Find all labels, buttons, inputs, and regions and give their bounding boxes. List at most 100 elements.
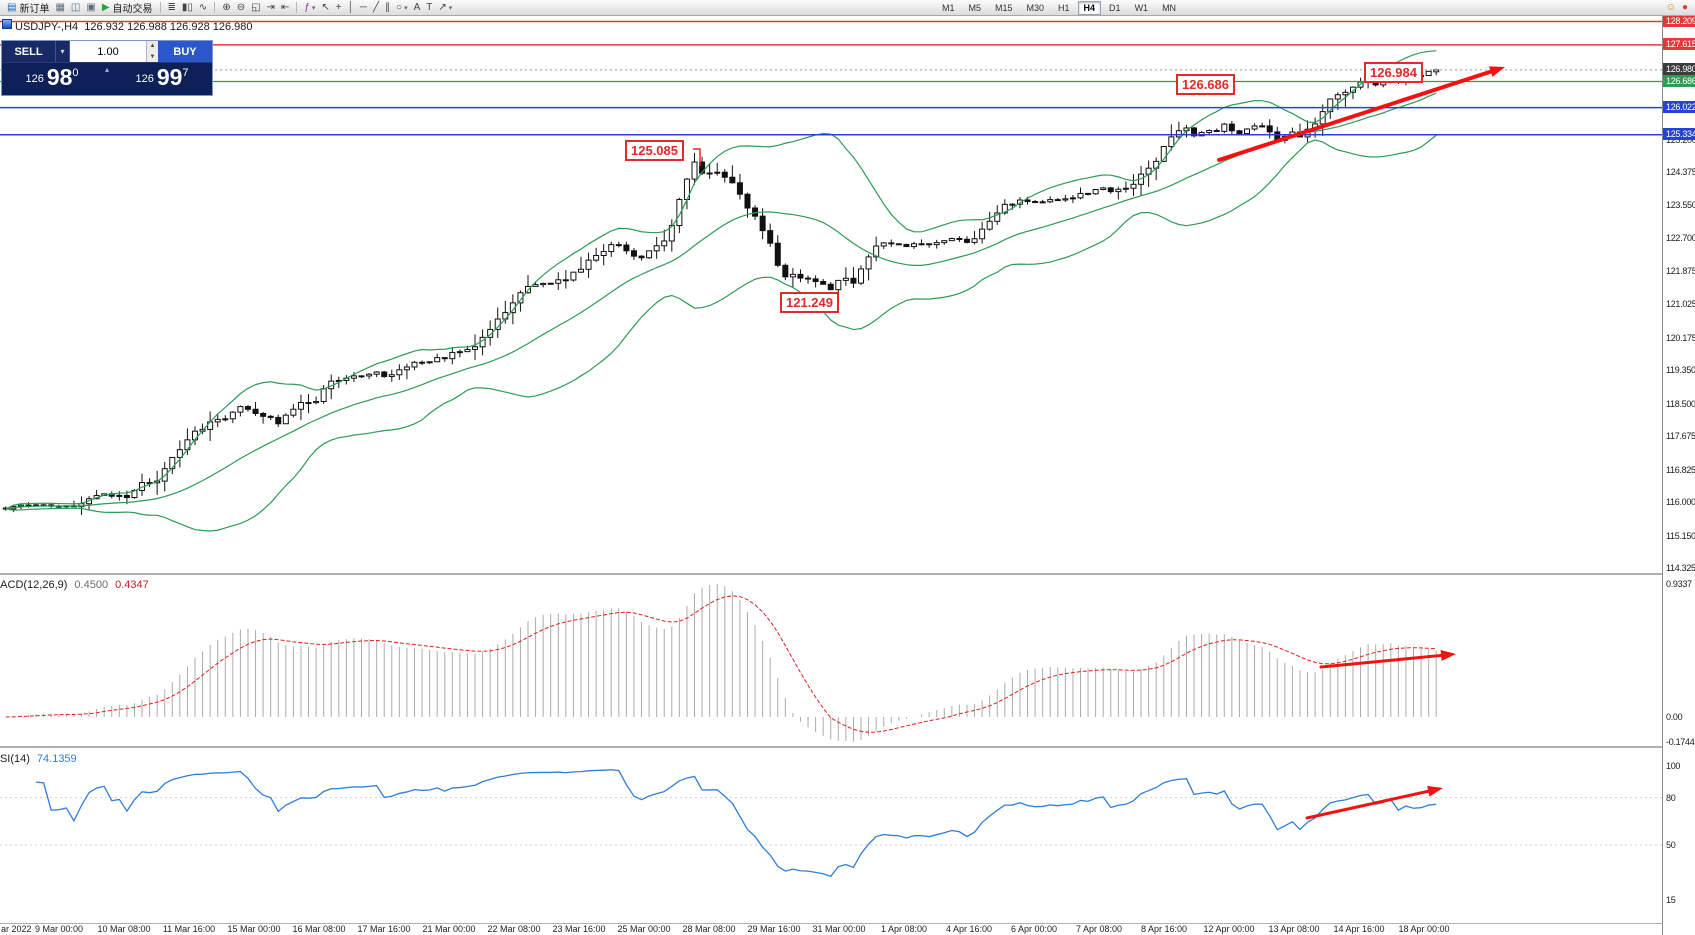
timeframe-mn-button[interactable]: MN	[1162, 2, 1177, 13]
auto-trading-label: 自动交易	[112, 4, 153, 15]
price-scale-highlight-label: 126.022	[1663, 101, 1695, 114]
arrows-tool-dropdown-icon[interactable]: ▾	[448, 4, 453, 12]
new-order-button[interactable]: ▤ 新订单	[4, 1, 52, 16]
sell-price-display[interactable]: 126 98 0	[2, 64, 102, 91]
timeframe-w1-button[interactable]: W1	[1134, 2, 1149, 13]
price-scale-tick: 121.025	[1666, 299, 1695, 310]
price-scale-tick: 80	[1666, 792, 1676, 803]
trendline-button[interactable]: ╱	[370, 1, 382, 15]
toolbar-group-timeframes: M1 M5 M15 M30 H1 H4 D1 W1 MN	[935, 0, 1183, 16]
text-label-button[interactable]: T	[423, 1, 435, 15]
rsi-panel-canvas[interactable]	[0, 749, 1662, 923]
price-scale-tick: 119.350	[1666, 365, 1695, 376]
tile-windows-button[interactable]: ◱	[248, 1, 263, 15]
volume-field[interactable]: 1.00 ▲ ▼	[70, 41, 158, 62]
buy-price-display[interactable]: 126 99 7	[112, 66, 212, 91]
time-axis[interactable]: ar 2022 9 Mar 00:00 10 Mar 08:00 11 Mar 16:…	[0, 924, 1662, 935]
time-axis-label: 14 Apr 16:00	[1333, 924, 1385, 934]
time-axis-label: 9 Mar 00:00	[34, 924, 84, 934]
time-axis-label: 28 Mar 08:00	[682, 924, 736, 934]
volume-up-button[interactable]: ▲	[147, 41, 158, 52]
macd-panel-canvas[interactable]	[0, 576, 1662, 747]
buy-button[interactable]: BUY	[158, 41, 212, 62]
price-annotation[interactable]: 121.249	[780, 292, 839, 313]
chart-shift-button[interactable]: ⇤	[278, 1, 292, 15]
auto-trading-button[interactable]: ▶ 自动交易	[99, 1, 156, 16]
timeframe-d1-button[interactable]: D1	[1109, 2, 1121, 13]
auto-trading-icon: ▶	[101, 1, 110, 13]
panel-separator[interactable]	[0, 573, 1695, 575]
notifications-button[interactable]: ●	[1679, 1, 1691, 15]
channel-button[interactable]: ∥	[382, 1, 393, 15]
price-scale-tick: 50	[1666, 840, 1676, 850]
terminal-button[interactable]: ▣	[83, 1, 98, 15]
sell-price-big: 98	[46, 64, 73, 90]
price-scale-tick: 124.375	[1666, 167, 1695, 178]
cursor-button[interactable]: ↖	[318, 1, 332, 15]
line-chart-mode-button[interactable]: ∿	[196, 1, 210, 15]
zoom-out-button[interactable]: ⊖	[234, 1, 248, 15]
toolbar-separator	[214, 2, 216, 13]
shapes-dropdown-icon[interactable]: ▾	[404, 4, 408, 12]
chart-window-icon[interactable]	[2, 19, 12, 29]
time-axis-label: 31 Mar 00:00	[812, 924, 866, 934]
channel-icon: ∥	[385, 1, 391, 13]
charts-grid-button[interactable]: ▦	[52, 1, 67, 15]
trend-arrow	[1217, 66, 1505, 162]
order-options-dropdown[interactable]: ▾	[56, 41, 70, 62]
sell-button[interactable]: SELL	[2, 41, 56, 62]
toolbar-separator	[159, 2, 161, 13]
timeframe-m5-button[interactable]: M5	[968, 2, 981, 13]
text-button[interactable]: A	[411, 1, 424, 15]
macd-main-value: 0.4500	[74, 579, 109, 591]
community-button[interactable]: ☺	[1663, 1, 1679, 15]
timeframe-m15-button[interactable]: M15	[994, 2, 1013, 13]
timeframe-h4-button[interactable]: H4	[1077, 0, 1102, 15]
indicators-button[interactable]: ƒ ▾	[301, 1, 318, 15]
price-annotation[interactable]: 126.686	[1176, 74, 1235, 95]
arrows-tool-button[interactable]: ↗ ▾	[435, 1, 455, 15]
sell-price-prefix: 126	[25, 73, 44, 85]
macd-indicator-label: MACD(12,26,9) 0.4500 0.4347	[0, 579, 149, 591]
shapes-button[interactable]: ○ ▾	[393, 1, 411, 15]
price-annotation[interactable]: 126.984	[1364, 62, 1423, 83]
candlestick-mode-button[interactable]: ▮▯	[179, 1, 196, 15]
time-axis-label: 1 Apr 08:00	[880, 924, 928, 934]
time-axis-label: 17 Mar 16:00	[357, 924, 411, 934]
shapes-icon: ○	[396, 1, 403, 13]
zoom-out-icon: ⊖	[236, 1, 246, 13]
time-axis-label: 13 Apr 08:00	[1268, 924, 1320, 934]
auto-scroll-button[interactable]: ⇥	[264, 1, 278, 15]
sell-price-sup: 0	[72, 67, 79, 79]
volume-value[interactable]: 1.00	[97, 45, 119, 58]
price-annotation[interactable]: 125.085	[625, 140, 684, 161]
crosshair-button[interactable]: +	[333, 1, 345, 15]
panel-separator[interactable]	[0, 746, 1695, 748]
community-icon: ☺	[1665, 1, 1676, 13]
vertical-line-button[interactable]: │	[345, 1, 357, 15]
profile-icon: ◫	[70, 1, 81, 13]
rsi-name: RSI(14)	[0, 753, 30, 765]
time-axis-label: 8 Apr 16:00	[1140, 924, 1188, 934]
price-scale-tick: 100	[1666, 761, 1681, 771]
charts-grid-icon: ▦	[55, 1, 65, 13]
macd-signal-line	[5, 595, 1437, 733]
volume-down-button[interactable]: ▼	[147, 51, 158, 62]
time-axis-label: 4 Apr 16:00	[945, 924, 993, 934]
annotation-leader	[693, 148, 701, 166]
bar-chart-mode-button[interactable]: ≣	[165, 1, 179, 15]
timeframe-m30-button[interactable]: M30	[1026, 2, 1045, 13]
vertical-line-icon: │	[347, 1, 354, 13]
horizontal-line-button[interactable]: ─	[357, 1, 370, 15]
zoom-in-button[interactable]: ⊕	[219, 1, 233, 15]
profile-button[interactable]: ◫	[68, 1, 83, 15]
price-scale-tick: 123.550	[1666, 199, 1695, 210]
price-scale[interactable]: 125.200124.375123.550122.700121.875121.0…	[1662, 15, 1695, 935]
timeframe-h1-button[interactable]: H1	[1058, 2, 1070, 13]
price-scale-tick: 114.325	[1666, 563, 1695, 574]
timeframe-m1-button[interactable]: M1	[941, 2, 955, 13]
price-scale-highlight-label: 127.615	[1663, 38, 1695, 51]
indicators-dropdown-icon[interactable]: ▾	[311, 4, 316, 12]
one-click-trading-panel: SELL ▾ 1.00 ▲ ▼ BUY 126 98 0 ▴ 126 99 7	[1, 40, 213, 96]
